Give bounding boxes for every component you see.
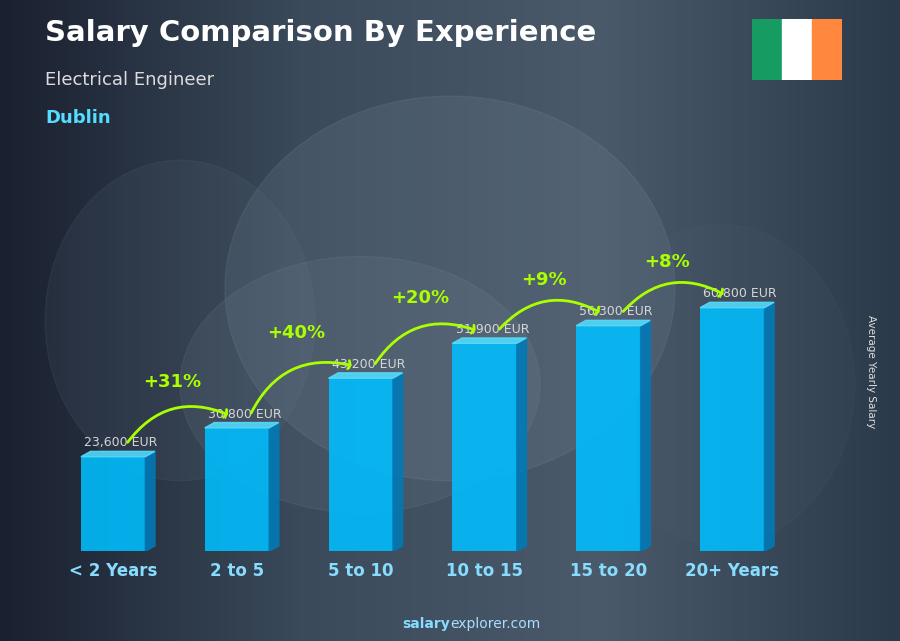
Polygon shape xyxy=(393,373,402,551)
Polygon shape xyxy=(453,338,526,344)
Bar xyxy=(453,344,517,551)
Text: 30,800 EUR: 30,800 EUR xyxy=(208,408,282,420)
Polygon shape xyxy=(204,422,279,428)
Text: Salary Comparison By Experience: Salary Comparison By Experience xyxy=(45,19,596,47)
Bar xyxy=(781,19,812,80)
Polygon shape xyxy=(700,303,774,308)
Polygon shape xyxy=(641,320,651,551)
Text: +9%: +9% xyxy=(521,271,566,289)
Ellipse shape xyxy=(225,96,675,481)
Bar xyxy=(812,19,842,80)
Ellipse shape xyxy=(585,224,855,545)
Text: Average Yearly Salary: Average Yearly Salary xyxy=(866,315,877,428)
Bar xyxy=(204,428,269,551)
Text: +40%: +40% xyxy=(266,324,325,342)
Text: Dublin: Dublin xyxy=(45,109,111,127)
Bar xyxy=(752,19,781,80)
Polygon shape xyxy=(328,373,402,378)
Polygon shape xyxy=(517,338,526,551)
Polygon shape xyxy=(81,451,155,456)
Polygon shape xyxy=(576,320,651,326)
Text: salary: salary xyxy=(402,617,450,631)
Text: 60,800 EUR: 60,800 EUR xyxy=(703,287,777,301)
Bar xyxy=(576,326,641,551)
Text: 56,300 EUR: 56,300 EUR xyxy=(580,305,652,319)
Text: Electrical Engineer: Electrical Engineer xyxy=(45,71,214,88)
Ellipse shape xyxy=(180,256,540,513)
Text: explorer.com: explorer.com xyxy=(450,617,540,631)
Polygon shape xyxy=(145,451,155,551)
Bar xyxy=(700,308,764,551)
Bar xyxy=(81,456,145,551)
Text: 23,600 EUR: 23,600 EUR xyxy=(84,437,158,449)
Text: +8%: +8% xyxy=(644,253,690,271)
Ellipse shape xyxy=(45,160,315,481)
Text: +31%: +31% xyxy=(143,373,201,391)
Text: 51,900 EUR: 51,900 EUR xyxy=(455,323,529,336)
Text: +20%: +20% xyxy=(391,289,449,307)
Polygon shape xyxy=(764,303,774,551)
Polygon shape xyxy=(269,422,279,551)
Bar xyxy=(328,378,393,551)
Text: 43,200 EUR: 43,200 EUR xyxy=(332,358,405,371)
